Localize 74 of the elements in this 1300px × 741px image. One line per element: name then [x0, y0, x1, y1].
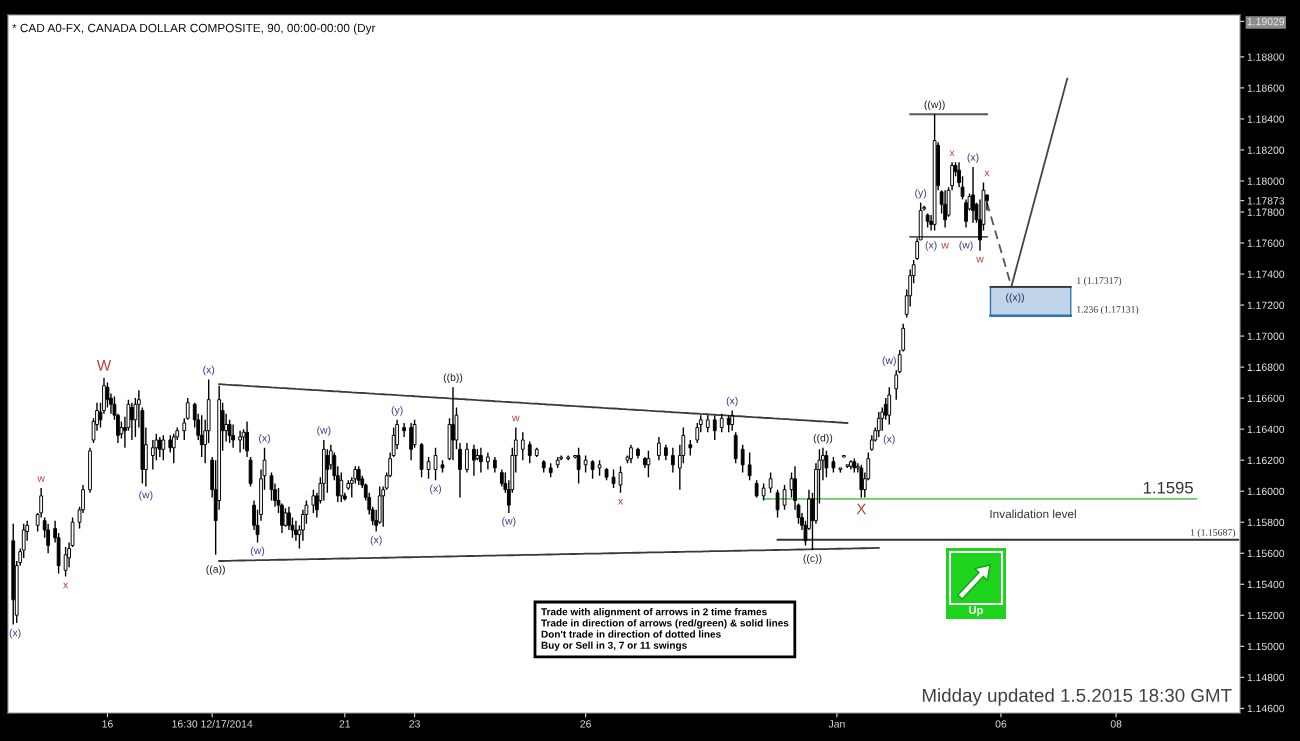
annotation: (x): [883, 434, 895, 445]
annotation: ((a)): [206, 565, 225, 575]
text: * CAD A0-FX, CANADA DOLLAR COMPOSITE, 90, 00:00-00:00 (Dyr: [12, 23, 376, 35]
y-tick-label: 1.17000: [1247, 332, 1285, 340]
y-tick-label: 1.15400: [1247, 580, 1285, 589]
y-tick-label: 1.16200: [1247, 456, 1285, 465]
annotation: Invalidation level: [990, 509, 1076, 519]
annotation: (x): [203, 365, 215, 376]
annotation: Trade with alignment of arrows in 2 time frames Trade in direction of arrows (red/green) & solid lines Don't trade in direction of dotted lines Buy or Sell in 3, 7 or 11 swings: [541, 608, 789, 651]
annotation: x: [949, 150, 955, 157]
annotation: ((x)): [1006, 293, 1024, 303]
y-tick-label: 1.17600: [1247, 239, 1285, 247]
x-tick-label: 08: [1110, 720, 1122, 728]
annotation: w: [512, 415, 520, 422]
y-tick-label: 1.15600: [1247, 549, 1285, 558]
y-tick-label: 1.19029: [1247, 17, 1285, 26]
annotation: (x): [9, 628, 21, 639]
y-tick-label: 1.14600: [1247, 704, 1285, 713]
annotation: x: [618, 498, 623, 505]
annotation: (w): [317, 426, 331, 436]
annotation: x: [63, 582, 69, 589]
annotation: ((c)): [803, 554, 822, 565]
y-tick-label: 1.18800: [1247, 53, 1285, 61]
y-tick-label: 1.15000: [1247, 642, 1285, 651]
y-tick-label: 1.16600: [1247, 394, 1285, 402]
y-tick-label: 1.18000: [1247, 177, 1285, 185]
annotation: (x): [430, 484, 441, 495]
y-tick-label: 1.18400: [1247, 115, 1285, 123]
series-label: 1 (1.17317): [1077, 276, 1122, 286]
x-tick-label: 21: [339, 720, 351, 728]
y-tick-label: 1.16400: [1247, 425, 1285, 434]
y-tick-label: 1.17873: [1247, 197, 1285, 205]
annotation: (y): [915, 188, 927, 199]
annotation: Midday updated 1.5.2015 18:30 GMT: [922, 688, 1232, 706]
annotation: w: [941, 243, 949, 249]
annotation: (x): [726, 396, 738, 407]
annotation: W: [96, 360, 112, 371]
y-tick-label: 1.15200: [1247, 611, 1285, 620]
annotation: ((b)): [443, 373, 463, 384]
annotation: (x): [370, 535, 382, 546]
x-tick-label: 23: [409, 720, 420, 728]
annotation: (w): [882, 356, 896, 367]
annotation: (x): [259, 433, 270, 444]
annotation: (x): [967, 153, 979, 163]
x-tick-label: 16: [102, 720, 113, 728]
annotation: w: [37, 476, 45, 482]
annotation: (w): [250, 546, 265, 557]
annotation: Up: [969, 606, 983, 617]
y-tick-label: 1.17400: [1247, 270, 1285, 278]
series-label: 1.236 (1.17131): [1077, 305, 1139, 315]
y-tick-label: 1.15800: [1247, 518, 1285, 527]
y-tick-label: 1.18200: [1247, 146, 1285, 154]
series-label: 1 (1.15687): [1190, 528, 1236, 538]
annotation: (w): [959, 240, 973, 251]
y-tick-label: 1.17200: [1247, 301, 1285, 309]
x-tick-label: 06: [995, 720, 1007, 728]
x-tick-label: Jan: [828, 720, 845, 728]
annotation: ((d)): [813, 433, 833, 444]
annotation: ((w)): [924, 100, 945, 111]
annotation: (w): [139, 490, 153, 501]
annotation: (x): [925, 240, 937, 251]
y-tick-label: 1.14800: [1247, 673, 1285, 682]
annotation: (y): [391, 405, 403, 416]
x-tick-label: 26: [580, 720, 591, 728]
series-label: 1.1595: [1143, 481, 1193, 494]
x-tick-label: 16:30 12/17/2014: [172, 719, 253, 728]
annotation: w: [976, 256, 984, 263]
annotation: x: [984, 170, 990, 177]
y-tick-label: 1.16000: [1247, 487, 1285, 496]
annotation: (w): [502, 517, 516, 527]
y-tick-label: 1.18600: [1247, 84, 1285, 92]
annotation: X: [856, 503, 867, 515]
y-tick-label: 1.16800: [1247, 363, 1285, 371]
y-tick-label: 1.17800: [1247, 208, 1285, 216]
